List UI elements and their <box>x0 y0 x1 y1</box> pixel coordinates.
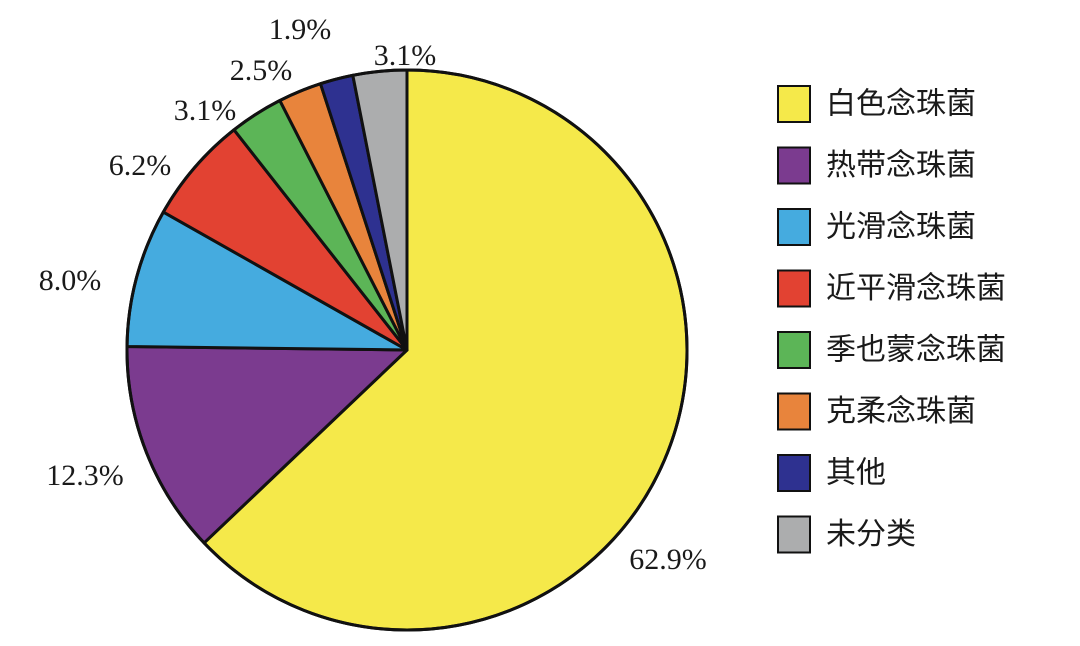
legend-label: 热带念珠菌 <box>826 148 976 183</box>
legend-swatch <box>777 269 811 308</box>
legend-label: 其他 <box>826 456 886 491</box>
slice-percent-label: 12.3% <box>46 459 124 492</box>
slice-percent-label: 3.1% <box>374 39 437 72</box>
legend-label: 白色念珠菌 <box>826 87 976 122</box>
slice-percent-label: 62.9% <box>629 543 707 576</box>
slice-percent-label: 6.2% <box>109 149 172 182</box>
legend-swatch <box>777 331 811 369</box>
legend-label: 近平滑念珠菌 <box>826 271 1006 306</box>
legend-swatch <box>777 85 811 123</box>
legend-label: 克柔念珠菌 <box>826 394 976 429</box>
legend-label: 未分类 <box>826 517 916 552</box>
legend-swatch <box>777 146 811 185</box>
legend-swatch <box>777 515 811 554</box>
pie-percent-labels: 62.9%12.3%8.0%6.2%3.1%2.5%1.9%3.1% <box>39 13 707 576</box>
legend-swatch <box>777 454 811 492</box>
legend-swatch <box>777 208 811 246</box>
slice-percent-label: 3.1% <box>174 94 237 127</box>
legend-swatch <box>777 392 811 431</box>
pie-slices <box>125 68 689 632</box>
slice-percent-label: 2.5% <box>230 54 293 87</box>
legend-label: 光滑念珠菌 <box>826 210 976 245</box>
pie-outline <box>125 68 689 632</box>
legend-label: 季也蒙念珠菌 <box>826 333 1006 368</box>
slice-percent-label: 8.0% <box>39 264 102 297</box>
slice-percent-label: 1.9% <box>269 13 332 46</box>
